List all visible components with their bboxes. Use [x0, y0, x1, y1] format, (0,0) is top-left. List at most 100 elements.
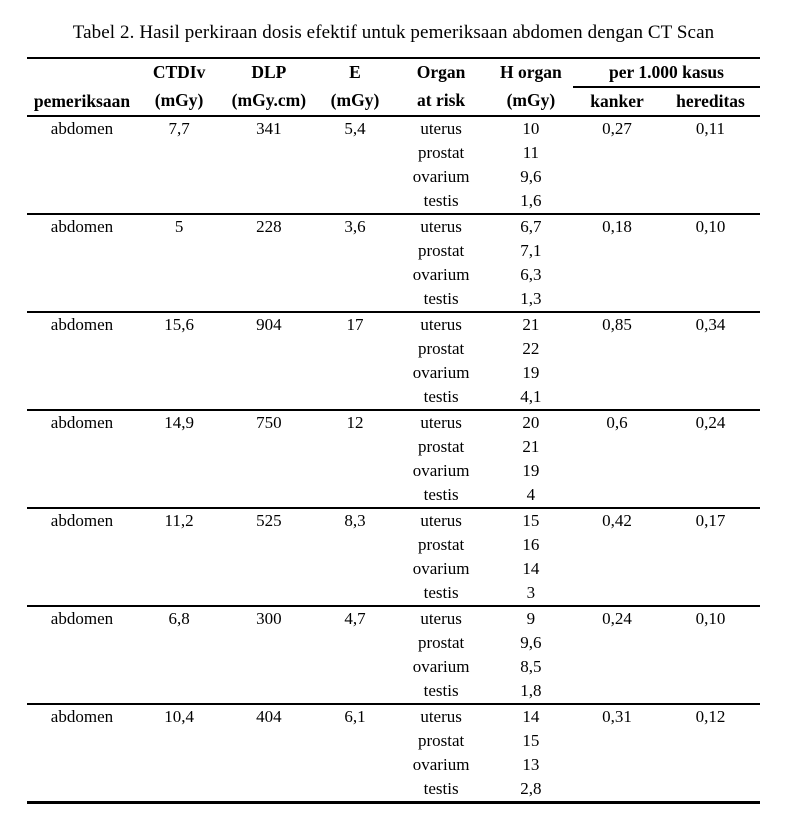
cell-h-organ: 10 [522, 119, 540, 138]
table-group: abdomen 14,9 750 12 uterus 20 0,6 0,24 p… [27, 410, 760, 508]
cell-empty [317, 729, 394, 753]
cell-empty [573, 239, 661, 263]
cell-ctdiv: 6,8 [168, 609, 190, 628]
header-ctdiv-unit: (mGy) [154, 90, 204, 110]
header-per-1000-kasus: per 1.000 kasus [573, 58, 760, 88]
cell-empty [573, 337, 661, 361]
cell-organ: ovarium [412, 363, 470, 382]
cell-ctdiv: 15,6 [164, 315, 194, 334]
table-row: testis 3 [27, 581, 760, 606]
table-group: abdomen 5 228 3,6 uterus 6,7 0,18 0,10 p… [27, 214, 760, 312]
cell-h-organ: 20 [522, 413, 540, 432]
cell-empty [137, 435, 221, 459]
cell-empty [573, 263, 661, 287]
cell-e: 6,1 [344, 707, 366, 726]
cell-empty [661, 459, 760, 483]
header-row-2: (mGy) (mGy.cm) (mGy) at risk (mGy) kanke… [27, 87, 760, 116]
cell-dlp: 341 [256, 119, 282, 138]
cell-h-organ: 9,6 [520, 167, 542, 186]
cell-empty [27, 631, 137, 655]
cell-empty [27, 581, 137, 606]
header-h-organ-unit: (mGy) [506, 90, 556, 110]
table-group: abdomen 11,2 525 8,3 uterus 15 0,42 0,17… [27, 508, 760, 606]
cell-empty [27, 533, 137, 557]
cell-empty [27, 435, 137, 459]
cell-organ: testis [423, 779, 459, 798]
cell-empty [573, 165, 661, 189]
cell-empty [317, 287, 394, 312]
cell-empty [317, 165, 394, 189]
cell-empty [27, 679, 137, 704]
table-row: testis 4 [27, 483, 760, 508]
table-row: ovarium 9,6 [27, 165, 760, 189]
cell-h-organ: 4 [526, 485, 536, 504]
table-row: testis 2,8 [27, 777, 760, 803]
header-e: E [349, 62, 361, 82]
cell-e: 3,6 [344, 217, 366, 236]
cell-empty [317, 239, 394, 263]
cell-organ: uterus [420, 217, 462, 236]
cell-pemeriksaan: abdomen [50, 609, 114, 628]
cell-empty [661, 361, 760, 385]
table-row: abdomen 15,6 904 17 uterus 21 0,85 0,34 [27, 312, 760, 337]
table-caption: Tabel 2. Hasil perkiraan dosis efektif u… [72, 22, 715, 43]
cell-empty [221, 631, 316, 655]
cell-empty [573, 655, 661, 679]
table-row: ovarium 13 [27, 753, 760, 777]
cell-empty [27, 287, 137, 312]
cell-pemeriksaan: abdomen [50, 511, 114, 530]
cell-empty [661, 533, 760, 557]
cell-organ: testis [423, 387, 459, 406]
cell-empty [137, 729, 221, 753]
table-row: ovarium 19 [27, 459, 760, 483]
cell-empty [573, 141, 661, 165]
cell-empty [573, 385, 661, 410]
cell-empty [661, 777, 760, 803]
table-row: testis 4,1 [27, 385, 760, 410]
cell-h-organ: 1,3 [520, 289, 542, 308]
cell-empty [317, 263, 394, 287]
cell-dlp: 228 [256, 217, 282, 236]
cell-organ: prostat [417, 633, 465, 652]
cell-empty [661, 483, 760, 508]
cell-empty [221, 729, 316, 753]
cell-empty [573, 361, 661, 385]
cell-empty [221, 239, 316, 263]
cell-empty [221, 385, 316, 410]
cell-h-organ: 13 [522, 755, 540, 774]
cell-empty [137, 141, 221, 165]
table-row: prostat 11 [27, 141, 760, 165]
cell-empty [221, 165, 316, 189]
cell-empty [661, 385, 760, 410]
cell-empty [573, 679, 661, 704]
cell-empty [27, 165, 137, 189]
cell-dlp: 300 [256, 609, 282, 628]
cell-empty [221, 655, 316, 679]
cell-h-organ: 14 [522, 707, 540, 726]
cell-empty [573, 483, 661, 508]
cell-empty [221, 533, 316, 557]
cell-empty [317, 361, 394, 385]
cell-h-organ: 15 [522, 731, 540, 750]
cell-dlp: 904 [256, 315, 282, 334]
table-row: prostat 22 [27, 337, 760, 361]
cell-hereditas: 0,10 [695, 217, 726, 236]
header-dlp: DLP [251, 62, 287, 82]
cell-organ: prostat [417, 535, 465, 554]
cell-empty [661, 435, 760, 459]
table-group: abdomen 7,7 341 5,4 uterus 10 0,27 0,11 … [27, 116, 760, 214]
cell-organ: testis [423, 191, 459, 210]
cell-empty [137, 165, 221, 189]
cell-e: 5,4 [344, 119, 366, 138]
dose-table: pemeriksaan CTDIv DLP E Organ H organ pe… [27, 57, 760, 804]
cell-kanker: 0,85 [602, 315, 632, 334]
header-e-unit: (mGy) [330, 90, 380, 110]
cell-empty [221, 679, 316, 704]
cell-organ: ovarium [412, 167, 470, 186]
table-row: abdomen 11,2 525 8,3 uterus 15 0,42 0,17 [27, 508, 760, 533]
cell-empty [573, 287, 661, 312]
cell-empty [221, 581, 316, 606]
cell-empty [27, 361, 137, 385]
table-row: prostat 7,1 [27, 239, 760, 263]
cell-empty [573, 557, 661, 581]
